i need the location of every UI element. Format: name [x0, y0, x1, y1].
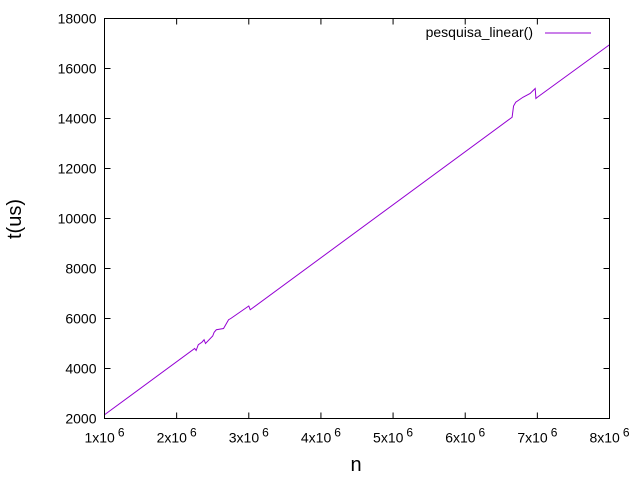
x-tick-label: 1x10 6 [84, 426, 124, 446]
x-tick-label: 3x10 6 [229, 426, 269, 446]
axis-ticks: 2000 4000 6000 8000 10000 12000 14000 16000 1800… [58, 11, 630, 446]
x-tick-label: 2x10 6 [157, 426, 197, 446]
plot-frame [104, 18, 610, 419]
series-layer [104, 44, 610, 416]
x-tick-label: 5x10 6 [373, 426, 413, 446]
x-tick-label: 6x10 6 [445, 426, 485, 446]
y-tick-label: 6000 [65, 311, 96, 327]
legend: pesquisa_linear() [426, 24, 591, 40]
x-tick-label: 8x10 6 [589, 426, 629, 446]
y-tick-label: 4000 [65, 361, 96, 377]
y-tick-label: 2000 [65, 411, 96, 427]
y-tick-label: 8000 [65, 261, 96, 277]
y-axis-label: t(us) [4, 199, 26, 239]
y-tick-label: 16000 [58, 61, 97, 77]
x-axis-label: n [350, 454, 361, 476]
series-line [104, 44, 610, 416]
x-tick-label: 7x10 6 [517, 426, 557, 446]
y-tick-label: 14000 [58, 111, 97, 127]
y-tick-label: 12000 [58, 161, 97, 177]
y-tick-label: 18000 [58, 11, 97, 27]
legend-label: pesquisa_linear() [426, 24, 533, 40]
y-tick-label: 10000 [58, 211, 97, 227]
x-tick-label: 4x10 6 [301, 426, 341, 446]
